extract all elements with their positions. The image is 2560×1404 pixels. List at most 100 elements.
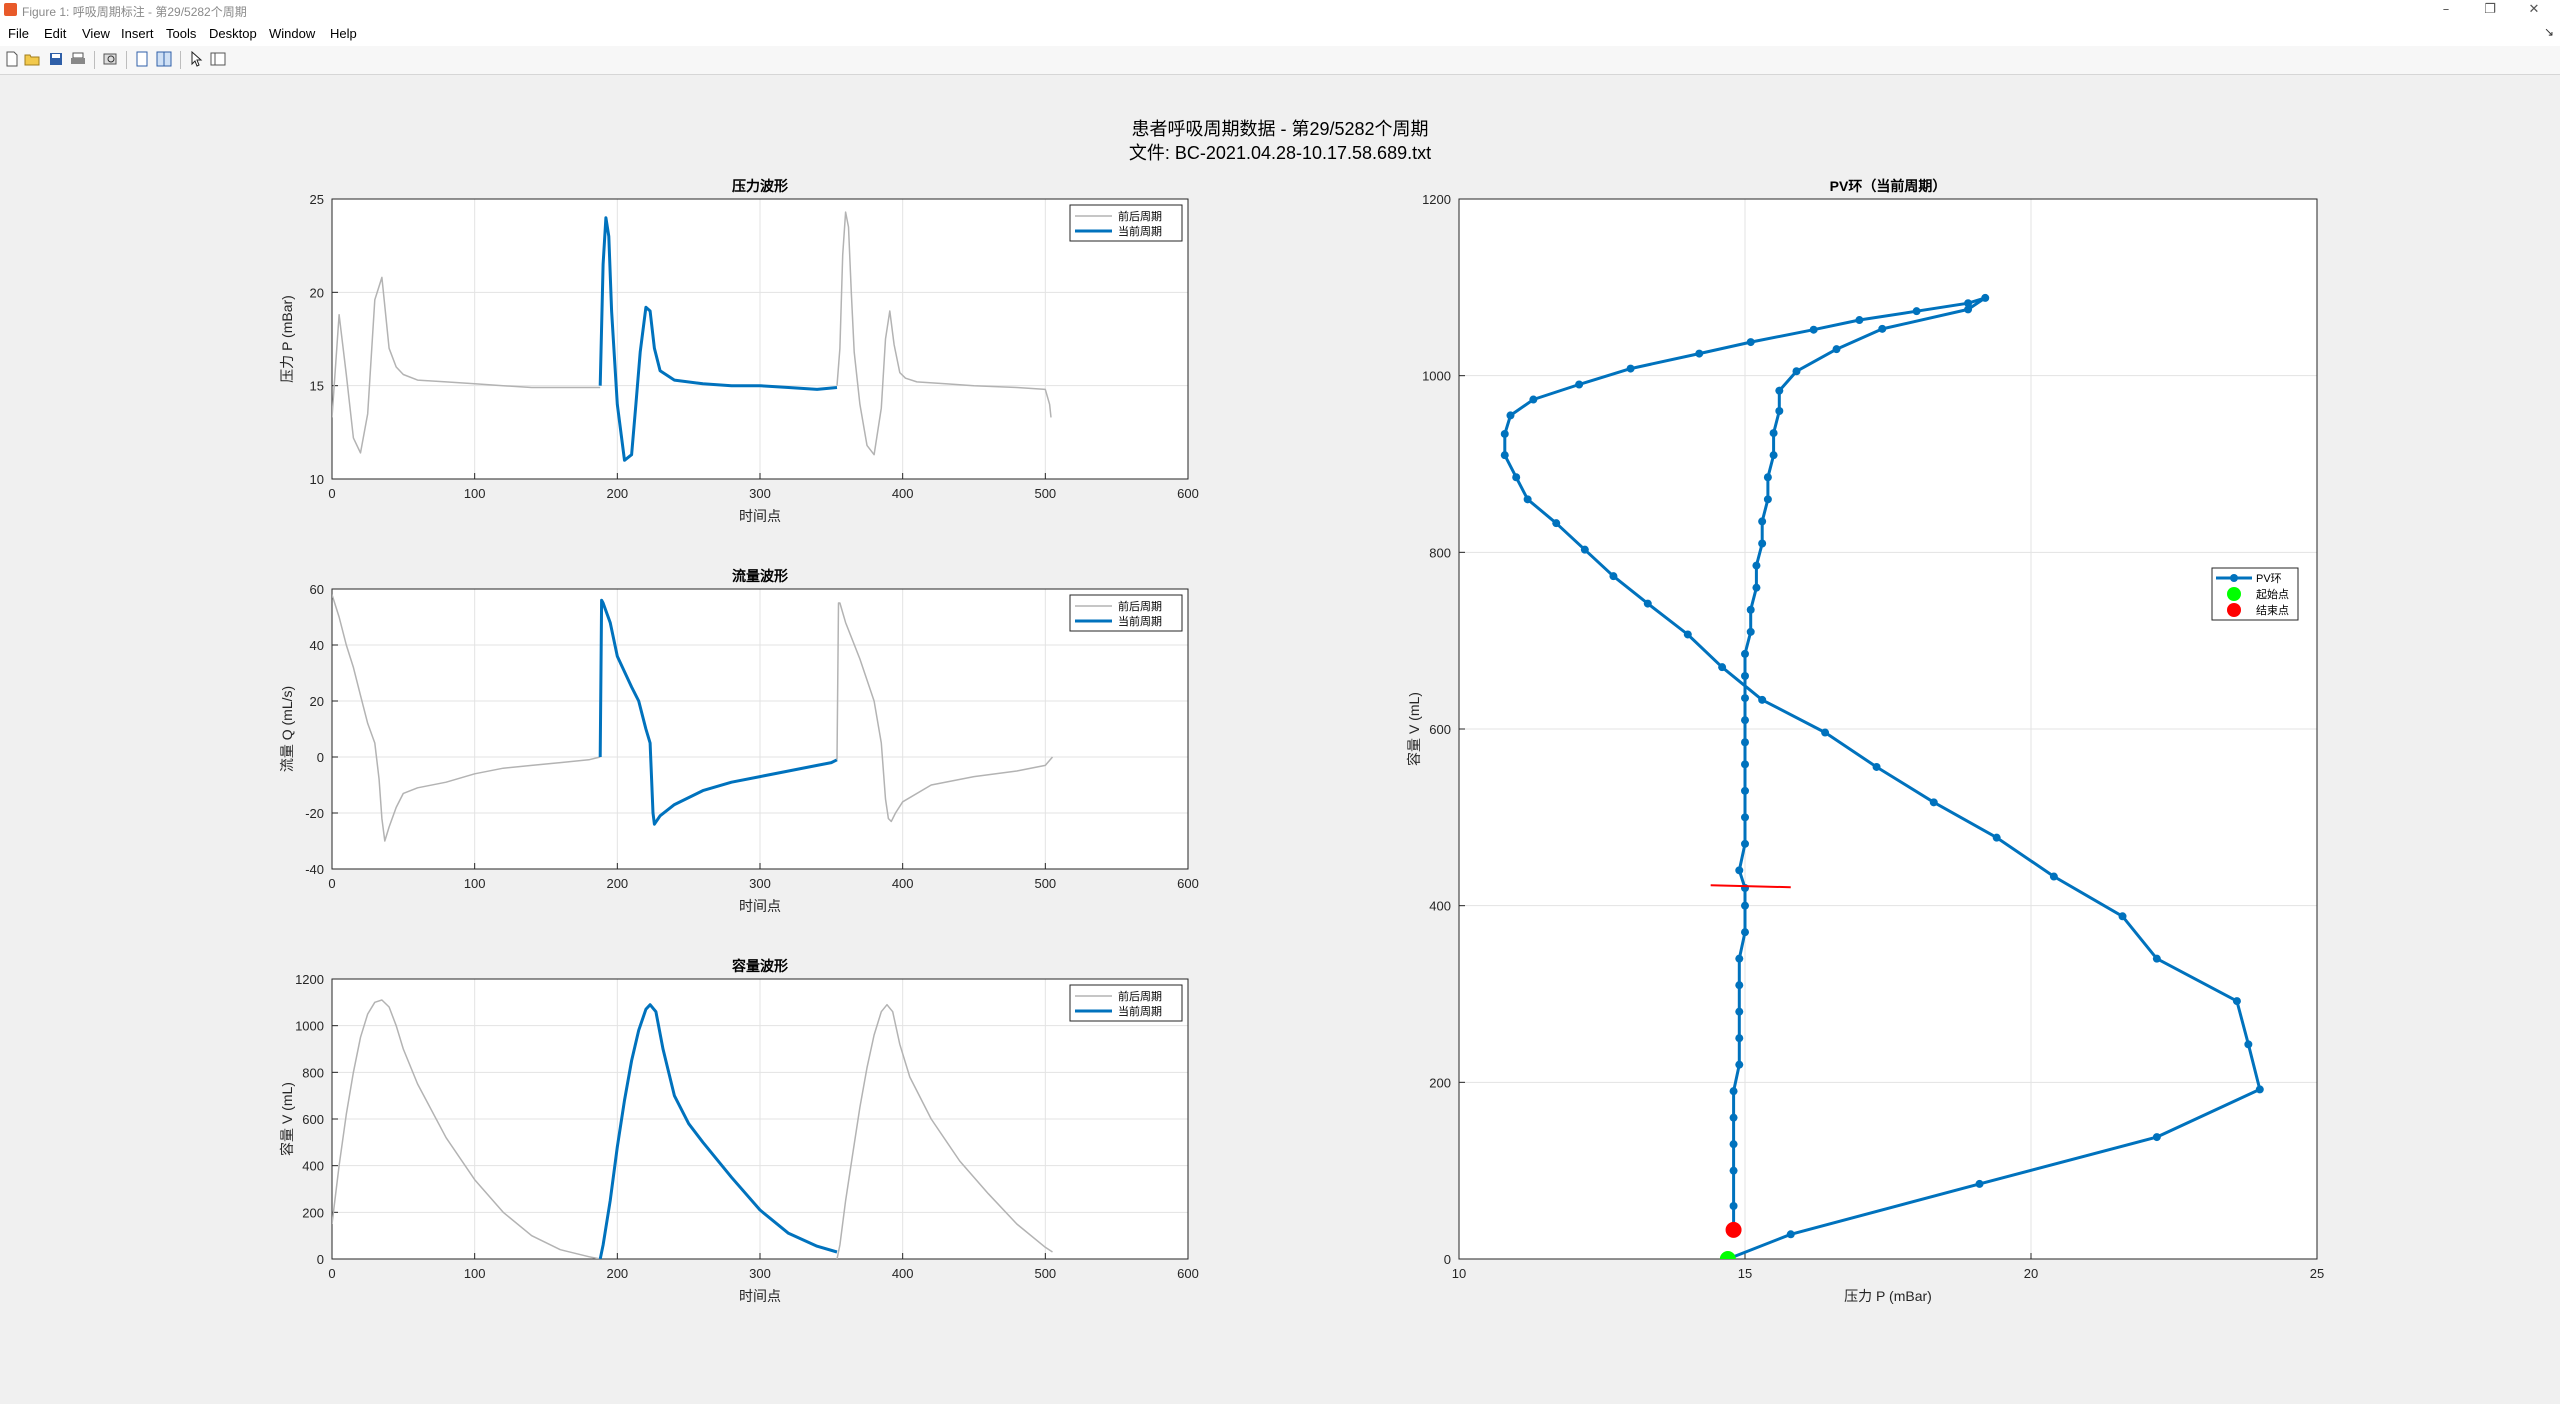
- y-tick-label: -20: [305, 806, 324, 821]
- y-tick-label: 20: [310, 285, 324, 300]
- pv-loop-point: [1500, 451, 1509, 460]
- pv-loop-point: [1741, 813, 1749, 822]
- restore-icon[interactable]: ❐: [2484, 2, 2496, 17]
- pv-loop-point: [1512, 473, 1521, 482]
- layout-icon[interactable]: [156, 51, 172, 67]
- pv-loop-point: [1832, 345, 1841, 354]
- pv-loop-point: [1735, 954, 1744, 963]
- plot-lines: [1500, 293, 2264, 1259]
- pv-loop-point: [1580, 545, 1589, 554]
- x-tick-label: 0: [328, 486, 335, 501]
- y-tick-label: 600: [302, 1112, 324, 1127]
- minimize-icon[interactable]: –: [2442, 2, 2450, 17]
- y-tick-label: 800: [302, 1065, 324, 1080]
- figure-svg: 患者呼吸周期数据 - 第29/5282个周期 文件: BC-2021.04.28…: [279, 119, 2324, 1304]
- figure-toolbar: [0, 46, 2560, 75]
- x-tick-label: 600: [1177, 1266, 1199, 1281]
- y-axis-label: 流量 Q (mL/s): [279, 686, 295, 772]
- menu-edit[interactable]: Edit: [44, 26, 67, 41]
- pv-loop-point: [1872, 762, 1881, 771]
- pv-loop-point: [1821, 728, 1830, 737]
- pv-loop-point: [2049, 872, 2058, 881]
- x-axis-label: 压力 P (mBar): [1844, 1288, 1932, 1304]
- y-tick-label: 0: [1444, 1252, 1451, 1267]
- axes-pv-loop: 10 15 20 25 0 200 400 600 800 1000 1200 PV环（当前周期） 压力…: [1406, 178, 2324, 1304]
- pv-loop-point: [1729, 1166, 1738, 1175]
- dock-icon[interactable]: [134, 51, 150, 67]
- menu-insert[interactable]: Insert: [121, 26, 154, 41]
- print-preview-icon[interactable]: [102, 51, 118, 67]
- pv-loop-point: [1763, 473, 1772, 482]
- pv-loop-point: [1878, 324, 1887, 333]
- new-figure-icon[interactable]: [4, 51, 20, 67]
- pv-loop-point: [1746, 627, 1755, 636]
- legend-label-context: 前后周期: [1118, 599, 1162, 613]
- pv-loop-point: [1741, 649, 1749, 658]
- dock-arrow-icon[interactable]: ↘: [2543, 25, 2554, 39]
- legend-box: [1069, 204, 1183, 242]
- x-tick-label: 15: [1738, 1266, 1752, 1281]
- y-tick-label: 400: [302, 1159, 324, 1174]
- y-tick-label: 0: [317, 1252, 324, 1267]
- x-tick-label: 0: [328, 876, 335, 891]
- x-axis-label: 时间点: [739, 508, 781, 524]
- y-tick-label: 200: [1429, 1075, 1451, 1090]
- print-icon[interactable]: [70, 51, 86, 67]
- matlab-figure-icon: [4, 3, 17, 16]
- pv-loop-point: [1506, 411, 1515, 420]
- open-file-icon[interactable]: [24, 51, 40, 67]
- y-tick-label: 600: [1429, 722, 1451, 737]
- pv-loop-point: [1729, 1113, 1738, 1122]
- axes-volume: 0 100 200 300 400 500 600 0 200 400 600 800 1000 1200…: [279, 958, 1199, 1304]
- menu-window[interactable]: Window: [269, 26, 316, 41]
- pv-loop-point: [1775, 386, 1784, 395]
- pv-loop-point: [1523, 495, 1532, 504]
- close-icon[interactable]: ✕: [2528, 2, 2540, 17]
- x-tick-label: 400: [892, 876, 914, 891]
- y-tick-label: 1000: [295, 1019, 324, 1034]
- x-axis-label: 时间点: [739, 1288, 781, 1304]
- x-tick-label: 600: [1177, 876, 1199, 891]
- x-tick-label: 20: [2024, 1266, 2038, 1281]
- toolbar-separator: [94, 51, 95, 69]
- x-tick-label: 25: [2310, 1266, 2324, 1281]
- menu-help[interactable]: Help: [330, 26, 357, 41]
- pv-loop-point: [1741, 738, 1749, 747]
- figure-canvas: 患者呼吸周期数据 - 第29/5282个周期 文件: BC-2021.04.28…: [0, 75, 2560, 1400]
- y-tick-label: 20: [310, 694, 324, 709]
- x-tick-label: 10: [1452, 1266, 1466, 1281]
- pv-loop-point: [1746, 338, 1755, 347]
- menu-tools[interactable]: Tools: [166, 26, 197, 41]
- axes-title: 压力波形: [732, 178, 788, 194]
- pv-loop-point: [1729, 1140, 1738, 1149]
- x-tick-label: 100: [464, 486, 486, 501]
- legend-box: [1069, 594, 1183, 632]
- pv-loop-point: [1975, 1179, 1984, 1188]
- legend-label-start: 起始点: [2256, 587, 2289, 601]
- menu-bar: File Edit View Insert Tools Desktop Wind…: [0, 22, 2560, 46]
- context-cycle-line: [332, 594, 601, 842]
- x-tick-label: 500: [1034, 876, 1056, 891]
- menu-desktop[interactable]: Desktop: [209, 26, 257, 41]
- pv-loop-point: [2152, 1133, 2161, 1142]
- pointer-icon[interactable]: [188, 51, 204, 67]
- property-editor-icon[interactable]: [210, 51, 226, 67]
- y-tick-label: 200: [302, 1205, 324, 1220]
- y-tick-label: 25: [310, 192, 324, 207]
- pv-loop-point: [1741, 672, 1749, 680]
- pv-loop-point: [1529, 395, 1538, 404]
- menu-view[interactable]: View: [82, 26, 110, 41]
- pv-loop-point: [2152, 954, 2161, 963]
- context-cycle-line: [836, 1003, 1053, 1259]
- menu-file[interactable]: File: [8, 26, 29, 41]
- legend-label-context: 前后周期: [1118, 989, 1162, 1003]
- pv-loop-point: [1626, 364, 1635, 373]
- save-icon[interactable]: [48, 51, 64, 67]
- x-tick-label: 200: [606, 876, 628, 891]
- context-cycle-line: [332, 999, 601, 1259]
- pv-loop-point: [1786, 1230, 1795, 1239]
- pv-loop-point: [1769, 429, 1778, 438]
